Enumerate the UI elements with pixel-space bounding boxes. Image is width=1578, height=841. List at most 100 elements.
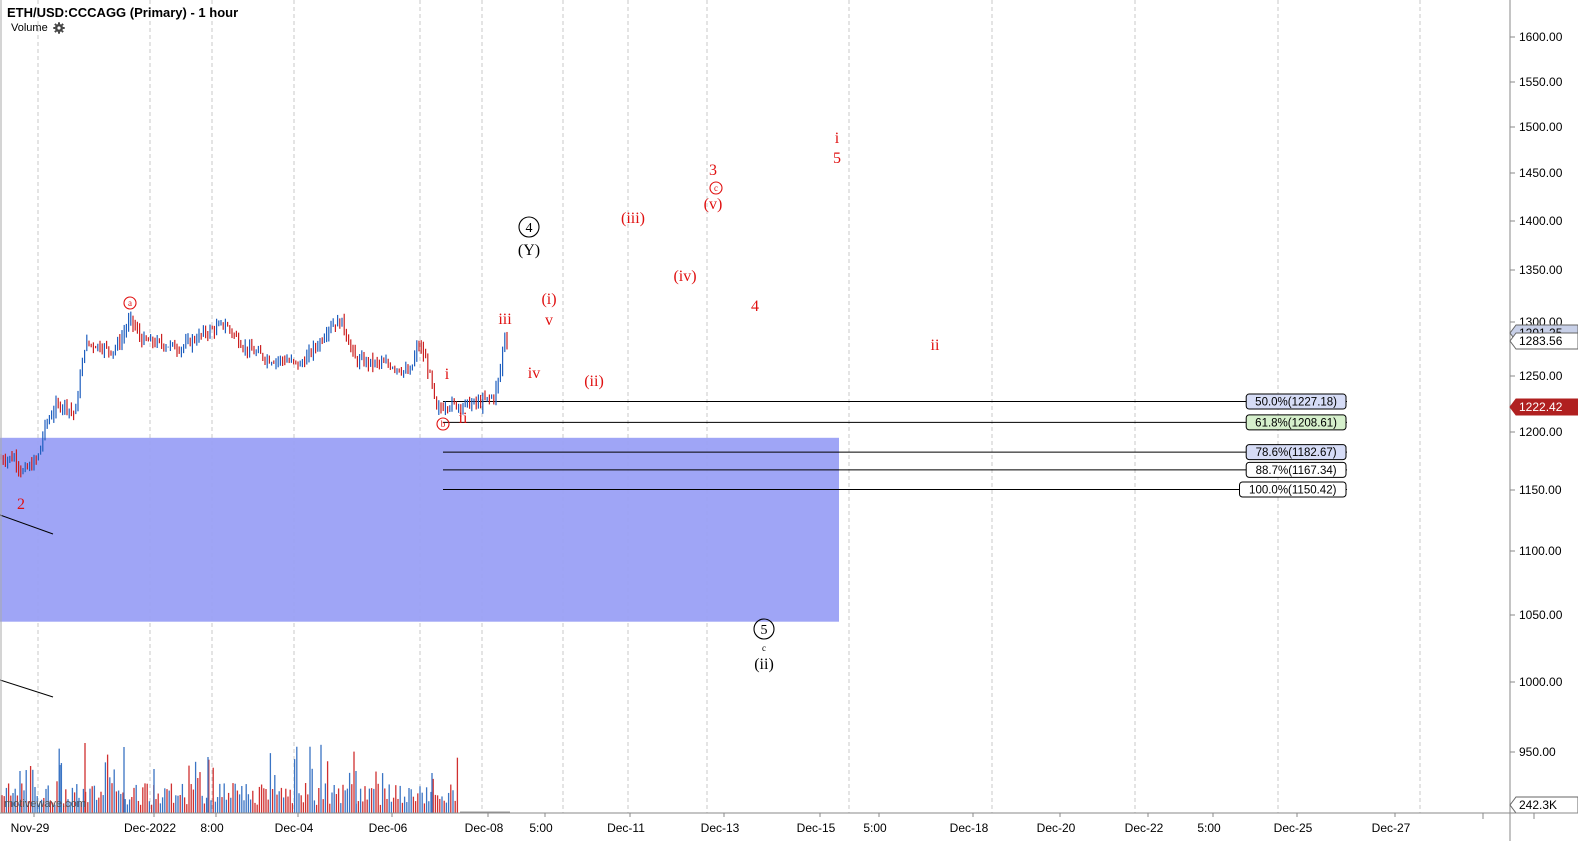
fib-label-box [1245, 414, 1347, 431]
time-tick-label: Dec-22 [1125, 821, 1164, 835]
time-tick-label: Dec-08 [465, 821, 504, 835]
wave-label: 4 [751, 298, 759, 315]
wave-label-text: v [545, 312, 553, 329]
price-tick-label: 950.00 [1519, 745, 1556, 759]
wave-label: iv [528, 365, 540, 382]
wave-label-text: iv [528, 365, 540, 382]
wave-label-circle [436, 417, 450, 431]
wave-label-text: b [441, 419, 446, 429]
time-tick-label: Dec-25 [1274, 821, 1313, 835]
time-tick-label: Dec-18 [950, 821, 989, 835]
wave-label-text: i [445, 366, 450, 383]
price-tick-label: 1600.00 [1519, 30, 1563, 44]
wave-label-text: 4 [526, 221, 533, 236]
time-tick-label: Dec-11 [607, 821, 645, 835]
time-tick-label: Dec-27 [1372, 821, 1411, 835]
price-marker-label: 1222.42 [1519, 400, 1563, 414]
wave-label-text: 2 [17, 496, 25, 513]
wave-label-circle [518, 216, 540, 238]
price-marker-box [1509, 332, 1578, 350]
wave-label: (i) [541, 291, 556, 308]
wave-label: 2 [17, 496, 25, 513]
price-marker: 1283.56 [1509, 332, 1578, 350]
gear-icon[interactable] [53, 22, 65, 34]
time-tick-label: Dec-13 [701, 821, 740, 835]
target-zone [0, 437, 839, 622]
time-tick-label: Dec-2022 [124, 821, 176, 835]
time-tick-label: 8:00 [200, 821, 224, 835]
wave-label: (v) [704, 196, 723, 213]
volume-bars [1, 743, 510, 813]
wave-label-circle [709, 181, 723, 195]
wave-label-text: c [714, 183, 718, 193]
time-tick-label: Dec-06 [369, 821, 408, 835]
wave-label-text: (Y) [518, 242, 540, 259]
wave-label: c [762, 643, 766, 653]
fib-label-box [1245, 461, 1347, 478]
wave-label-circle [123, 296, 137, 310]
wave-label: i [445, 366, 450, 383]
watermark: motivewave.com [4, 798, 86, 810]
price-marker-box [1509, 398, 1578, 416]
wave-label: ii [931, 337, 940, 354]
price-marker-label: 1283.56 [1519, 334, 1563, 348]
target-zone-rect [0, 437, 839, 622]
wave-label-text: (v) [704, 196, 723, 213]
fib-label-box [1245, 393, 1347, 410]
time-tick-label: Dec-15 [797, 821, 836, 835]
wave-label-circle [753, 618, 775, 640]
price-marker: 1222.42 [1509, 398, 1578, 416]
wave-label-text: (i) [541, 291, 556, 308]
fib-label: 61.8%(1208.61) [1255, 417, 1337, 429]
price-bars [0, 311, 508, 478]
wave-labels: abc2iiiiiiivv(i)(ii)(iii)(iv)(v)34i5ii4(… [17, 130, 940, 673]
price-tick-label: 1350.00 [1519, 263, 1563, 277]
price-tick-label: 1400.00 [1519, 214, 1563, 228]
price-tick-label: 1050.00 [1519, 608, 1563, 622]
wave-label-text: 4 [751, 298, 759, 315]
price-tick-label: 1200.00 [1519, 425, 1563, 439]
price-tick-label: 1250.00 [1519, 369, 1563, 383]
price-tick-label: 1100.00 [1519, 544, 1562, 558]
wave-label: a [123, 296, 137, 310]
wave-label-text: a [128, 298, 132, 308]
wave-label: (iv) [673, 268, 696, 285]
fib-label-box [1239, 481, 1347, 498]
volume-marker-label: 242.3K [1519, 798, 1557, 812]
price-axis[interactable]: 1600.00 1550.00 1500.00 1450.00 1400.00 1350.… [1509, 0, 1578, 841]
time-tick-label: 5:00 [529, 821, 553, 835]
fib-label-box [1245, 444, 1347, 461]
wave-label-text: (ii) [754, 656, 774, 673]
volume-indicator: Volume [11, 22, 65, 34]
time-tick-label: Nov-29 [11, 821, 50, 835]
fib-label: 78.6%(1182.67) [1256, 447, 1337, 459]
time-tick-label: Dec-04 [275, 821, 314, 835]
time-tick-label: 5:00 [863, 821, 887, 835]
wave-label-text: 3 [709, 162, 717, 179]
wave-label: b [436, 417, 450, 431]
price-tick-label: 1500.00 [1519, 120, 1563, 134]
wave-label: v [545, 312, 553, 329]
wave-label: (ii) [584, 373, 604, 390]
fib-label: 50.0%(1227.18) [1255, 397, 1337, 409]
price-tick-label: 1150.00 [1519, 483, 1562, 497]
time-tick-label: Dec-20 [1037, 821, 1076, 835]
wave-label-text: ii [459, 410, 468, 427]
wave-label: iii [498, 311, 512, 328]
wave-label-text: (iii) [621, 210, 645, 227]
price-tick-label: 1000.00 [1519, 675, 1563, 689]
wave-label-text: i [835, 130, 840, 147]
fib-label: 100.0%(1150.42) [1249, 485, 1337, 497]
channel-lines [0, 514, 54, 698]
wave-label-text: 5 [833, 150, 841, 167]
price-tick-label: 1450.00 [1519, 166, 1563, 180]
wave-label: (ii) [754, 656, 774, 673]
fib-label: 88.7%(1167.34) [1256, 465, 1337, 477]
channel-line [0, 514, 54, 535]
time-tick-label: 5:00 [1197, 821, 1221, 835]
chart-title: ETH/USD:CCCAGG (Primary) - 1 hour [7, 5, 239, 20]
wave-label: 3 [709, 162, 717, 179]
wave-label-text: ii [931, 337, 940, 354]
